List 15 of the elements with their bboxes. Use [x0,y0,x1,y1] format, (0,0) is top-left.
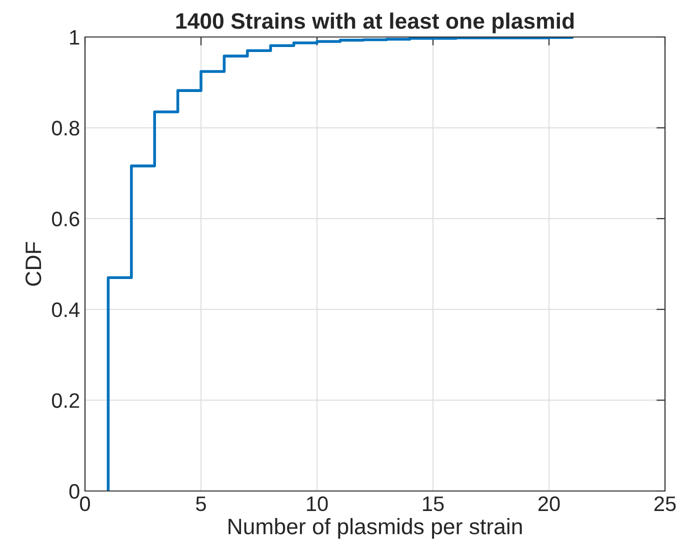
y-tick-label: 1 [70,30,80,45]
y-tick-label: 0.2 [52,393,80,408]
x-tick-label: 10 [307,496,328,512]
y-axis-title: CDF [25,242,42,286]
x-tick-label: 5 [196,496,206,512]
x-tick-label: 0 [80,496,90,512]
y-tick-label: 0.8 [52,120,80,136]
y-tick-label: 0 [69,484,80,499]
chart-title: 1400 Strains with at least one plasmid [176,12,574,34]
y-tick-label: 0.6 [52,212,80,226]
x-tick-label: 20 [538,496,560,512]
x-tick-label: 15 [423,496,444,512]
x-tick-label: 25 [654,496,676,512]
x-axis-title: Number of plasmids per strain [228,518,522,539]
y-tick-label: 0.4 [52,302,80,318]
